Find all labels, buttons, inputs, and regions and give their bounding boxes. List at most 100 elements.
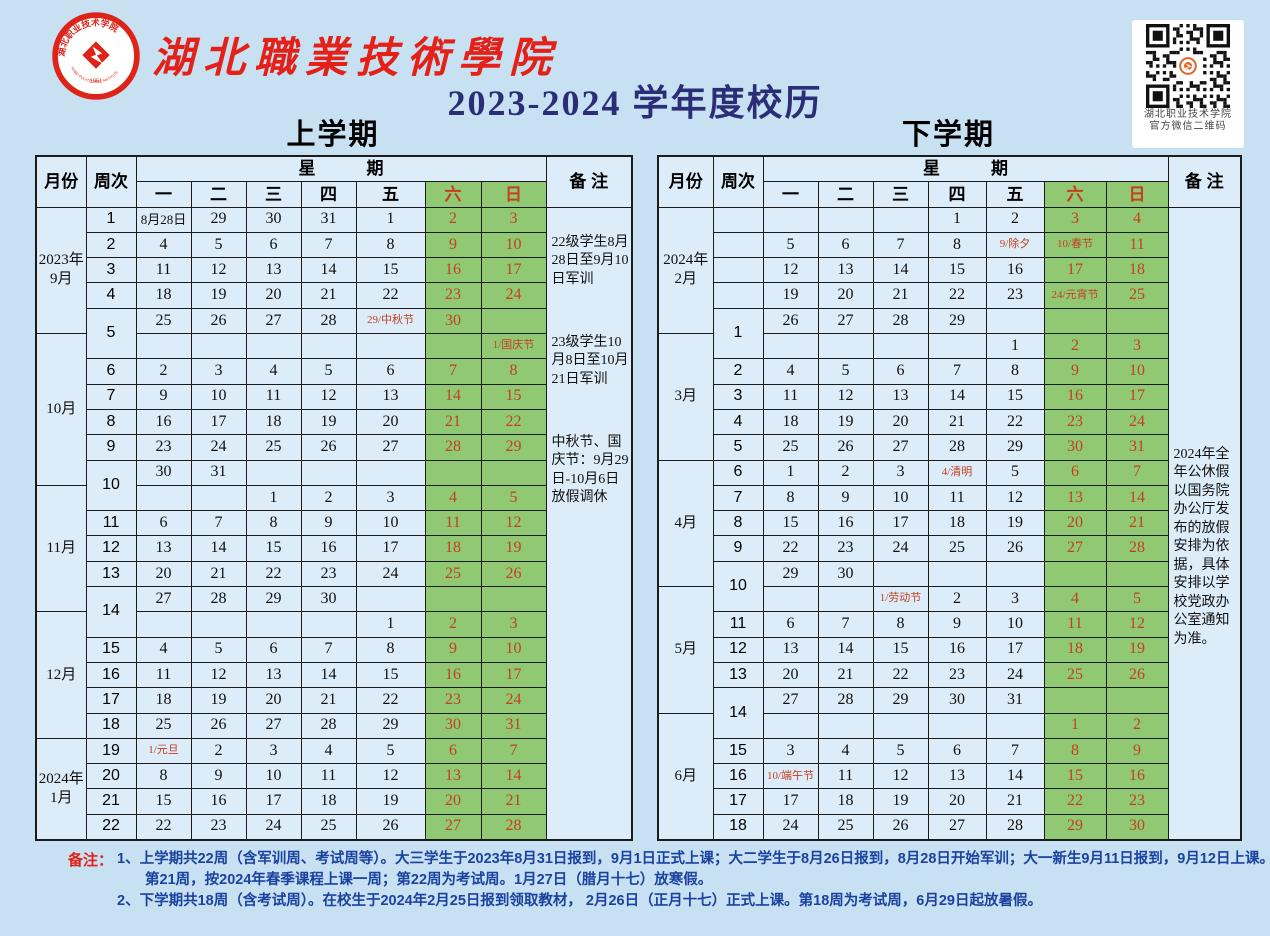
- day-cell: 19: [762, 282, 819, 309]
- calendar-row: 2023年 9月 1 8月28日 29 30 31 1 2 3 22级学生8月28日至9月10日军训…: [35, 206, 633, 841]
- week-number: 15: [712, 737, 764, 765]
- day-cell: 28: [985, 813, 1045, 841]
- calendar-row: 12 13 14 15 16 17 18 19: [36, 535, 632, 562]
- day-cell: 3: [1043, 206, 1107, 233]
- calendar-row: 11 6 7 8 9 10 11 12: [36, 510, 632, 537]
- day-cell: 2: [424, 206, 482, 233]
- calendar-row: 9 23 24 25 26 27 28 29: [36, 434, 632, 461]
- day-cell: 16: [424, 257, 482, 284]
- calendar-row: 4 18 19 20 21 22 23 24: [36, 282, 632, 309]
- day-cell: 15: [927, 257, 987, 284]
- week-number: 12: [712, 636, 764, 663]
- semester1-body: 2023年 9月 1 8月28日 29 30 31 1 2 3 22级学生8月28日至9月10日军训…: [35, 206, 633, 841]
- day-cell: 3: [480, 611, 547, 638]
- calendar-row: 12 13 14 15 16 17 18: [658, 257, 1241, 284]
- day-cell: 13: [817, 257, 874, 284]
- day-cell: 8月28日: [135, 206, 192, 233]
- day-cell: 28: [872, 307, 929, 335]
- day-cell: 7: [927, 358, 987, 385]
- day-cell: 7: [1105, 459, 1169, 486]
- day-cell: 13: [245, 257, 302, 284]
- week-number: 3: [712, 383, 764, 410]
- day-cell: 23: [135, 434, 192, 461]
- month-label: 4月: [657, 459, 714, 588]
- day-cell: 10: [1105, 358, 1169, 385]
- dayname-thu: 四: [927, 181, 987, 208]
- day-cell: 20: [872, 408, 929, 436]
- day-cell: 28: [424, 434, 482, 461]
- day-cell: 13: [135, 535, 192, 562]
- day-cell: 28: [480, 813, 547, 841]
- day-cell: 3: [872, 459, 929, 486]
- week-number: 7: [85, 383, 137, 410]
- day-cell: [817, 333, 874, 360]
- day-cell: 18: [762, 408, 819, 436]
- day-cell: 19: [480, 535, 547, 562]
- header-month: 月份: [35, 155, 87, 208]
- calendar-row: 16 11 12 13 14 15 16 17: [36, 661, 632, 689]
- day-cell: 18: [300, 788, 357, 815]
- day-cell: 22: [355, 687, 426, 714]
- day-cell: 19: [872, 788, 929, 815]
- day-cell: 26: [480, 560, 547, 588]
- holiday-cell: 1/劳动节: [872, 586, 929, 613]
- day-cell: 17: [355, 535, 426, 562]
- day-cell: 10: [872, 484, 929, 512]
- week-number: 18: [712, 813, 764, 841]
- calendar-row: 12月 1 2 3: [35, 611, 632, 739]
- day-cell: 7: [817, 611, 874, 638]
- calendar-row: 14 27 28 29 30 31: [658, 687, 1241, 739]
- day-cell: 3: [762, 737, 819, 765]
- day-cell: 1: [355, 206, 426, 233]
- footnote-line-2: 2、下学期共18周（含考试周）。在校生于2024年2月25日报到领取教材， 2月…: [117, 893, 1042, 909]
- week-number: 13: [85, 560, 137, 588]
- day-cell: 16: [1105, 763, 1169, 790]
- dayname-mon: 一: [135, 181, 192, 208]
- day-cell: 25: [817, 813, 874, 841]
- day-cell: [1105, 307, 1169, 335]
- week-number: 17: [712, 788, 764, 815]
- day-cell: 5: [817, 358, 874, 385]
- day-cell: 1: [985, 333, 1045, 360]
- day-cell: 15: [480, 383, 547, 410]
- day-cell: 10: [355, 510, 426, 537]
- day-cell: 19: [817, 408, 874, 436]
- calendar-row: 2 4 5 6 7 8 9 10: [36, 231, 632, 259]
- day-cell: 11: [135, 257, 192, 284]
- semester1-table: 月份 周次 星 期 备 注 一 二 三 四 五 六 日 2023年 9月 1 8月28…: [35, 155, 634, 842]
- day-cell: [300, 611, 357, 638]
- day-cell: [1105, 687, 1169, 714]
- day-cell: 12: [300, 383, 357, 410]
- day-cell: 4: [424, 484, 482, 512]
- day-cell: 11: [1105, 231, 1169, 259]
- calendar-row: 15 4 5 6 7 8 9 10: [36, 636, 632, 663]
- calendar-row: 14 27 28 29 30: [36, 586, 632, 638]
- dayname-tue: 二: [817, 181, 874, 208]
- day-cell: 8: [927, 231, 987, 259]
- day-cell: 24: [355, 560, 426, 588]
- header-month: 月份: [657, 155, 714, 208]
- day-cell: 7: [424, 358, 482, 385]
- calendar-row: 15 3 4 5 6 7 8 9: [658, 737, 1241, 765]
- day-cell: 12: [817, 383, 874, 410]
- day-cell: [1105, 560, 1169, 588]
- day-cell: 9: [424, 231, 482, 259]
- calendar-row: 5 25 26 27 28 29/中秋节 30: [36, 307, 632, 360]
- month-label: 10月: [35, 333, 87, 486]
- day-cell: 13: [424, 763, 482, 790]
- day-cell: 12: [355, 763, 426, 790]
- day-cell: [300, 333, 357, 360]
- calendar-row: 13 20 21 22 23 24 25 26: [658, 661, 1241, 689]
- week-number: 14: [85, 586, 137, 638]
- day-cell: 29: [762, 560, 819, 588]
- week-number: 4: [85, 282, 137, 309]
- day-cell: [480, 586, 547, 613]
- day-cell: 27: [872, 434, 929, 461]
- day-cell: 14: [817, 636, 874, 663]
- day-cell: 12: [872, 763, 929, 790]
- day-cell: 14: [424, 383, 482, 410]
- day-cell: 30: [1043, 434, 1107, 461]
- day-cell: 29: [355, 712, 426, 739]
- day-cell: 9: [424, 636, 482, 663]
- calendar-row: 18 24 25 26 27 28 29 30: [658, 813, 1241, 841]
